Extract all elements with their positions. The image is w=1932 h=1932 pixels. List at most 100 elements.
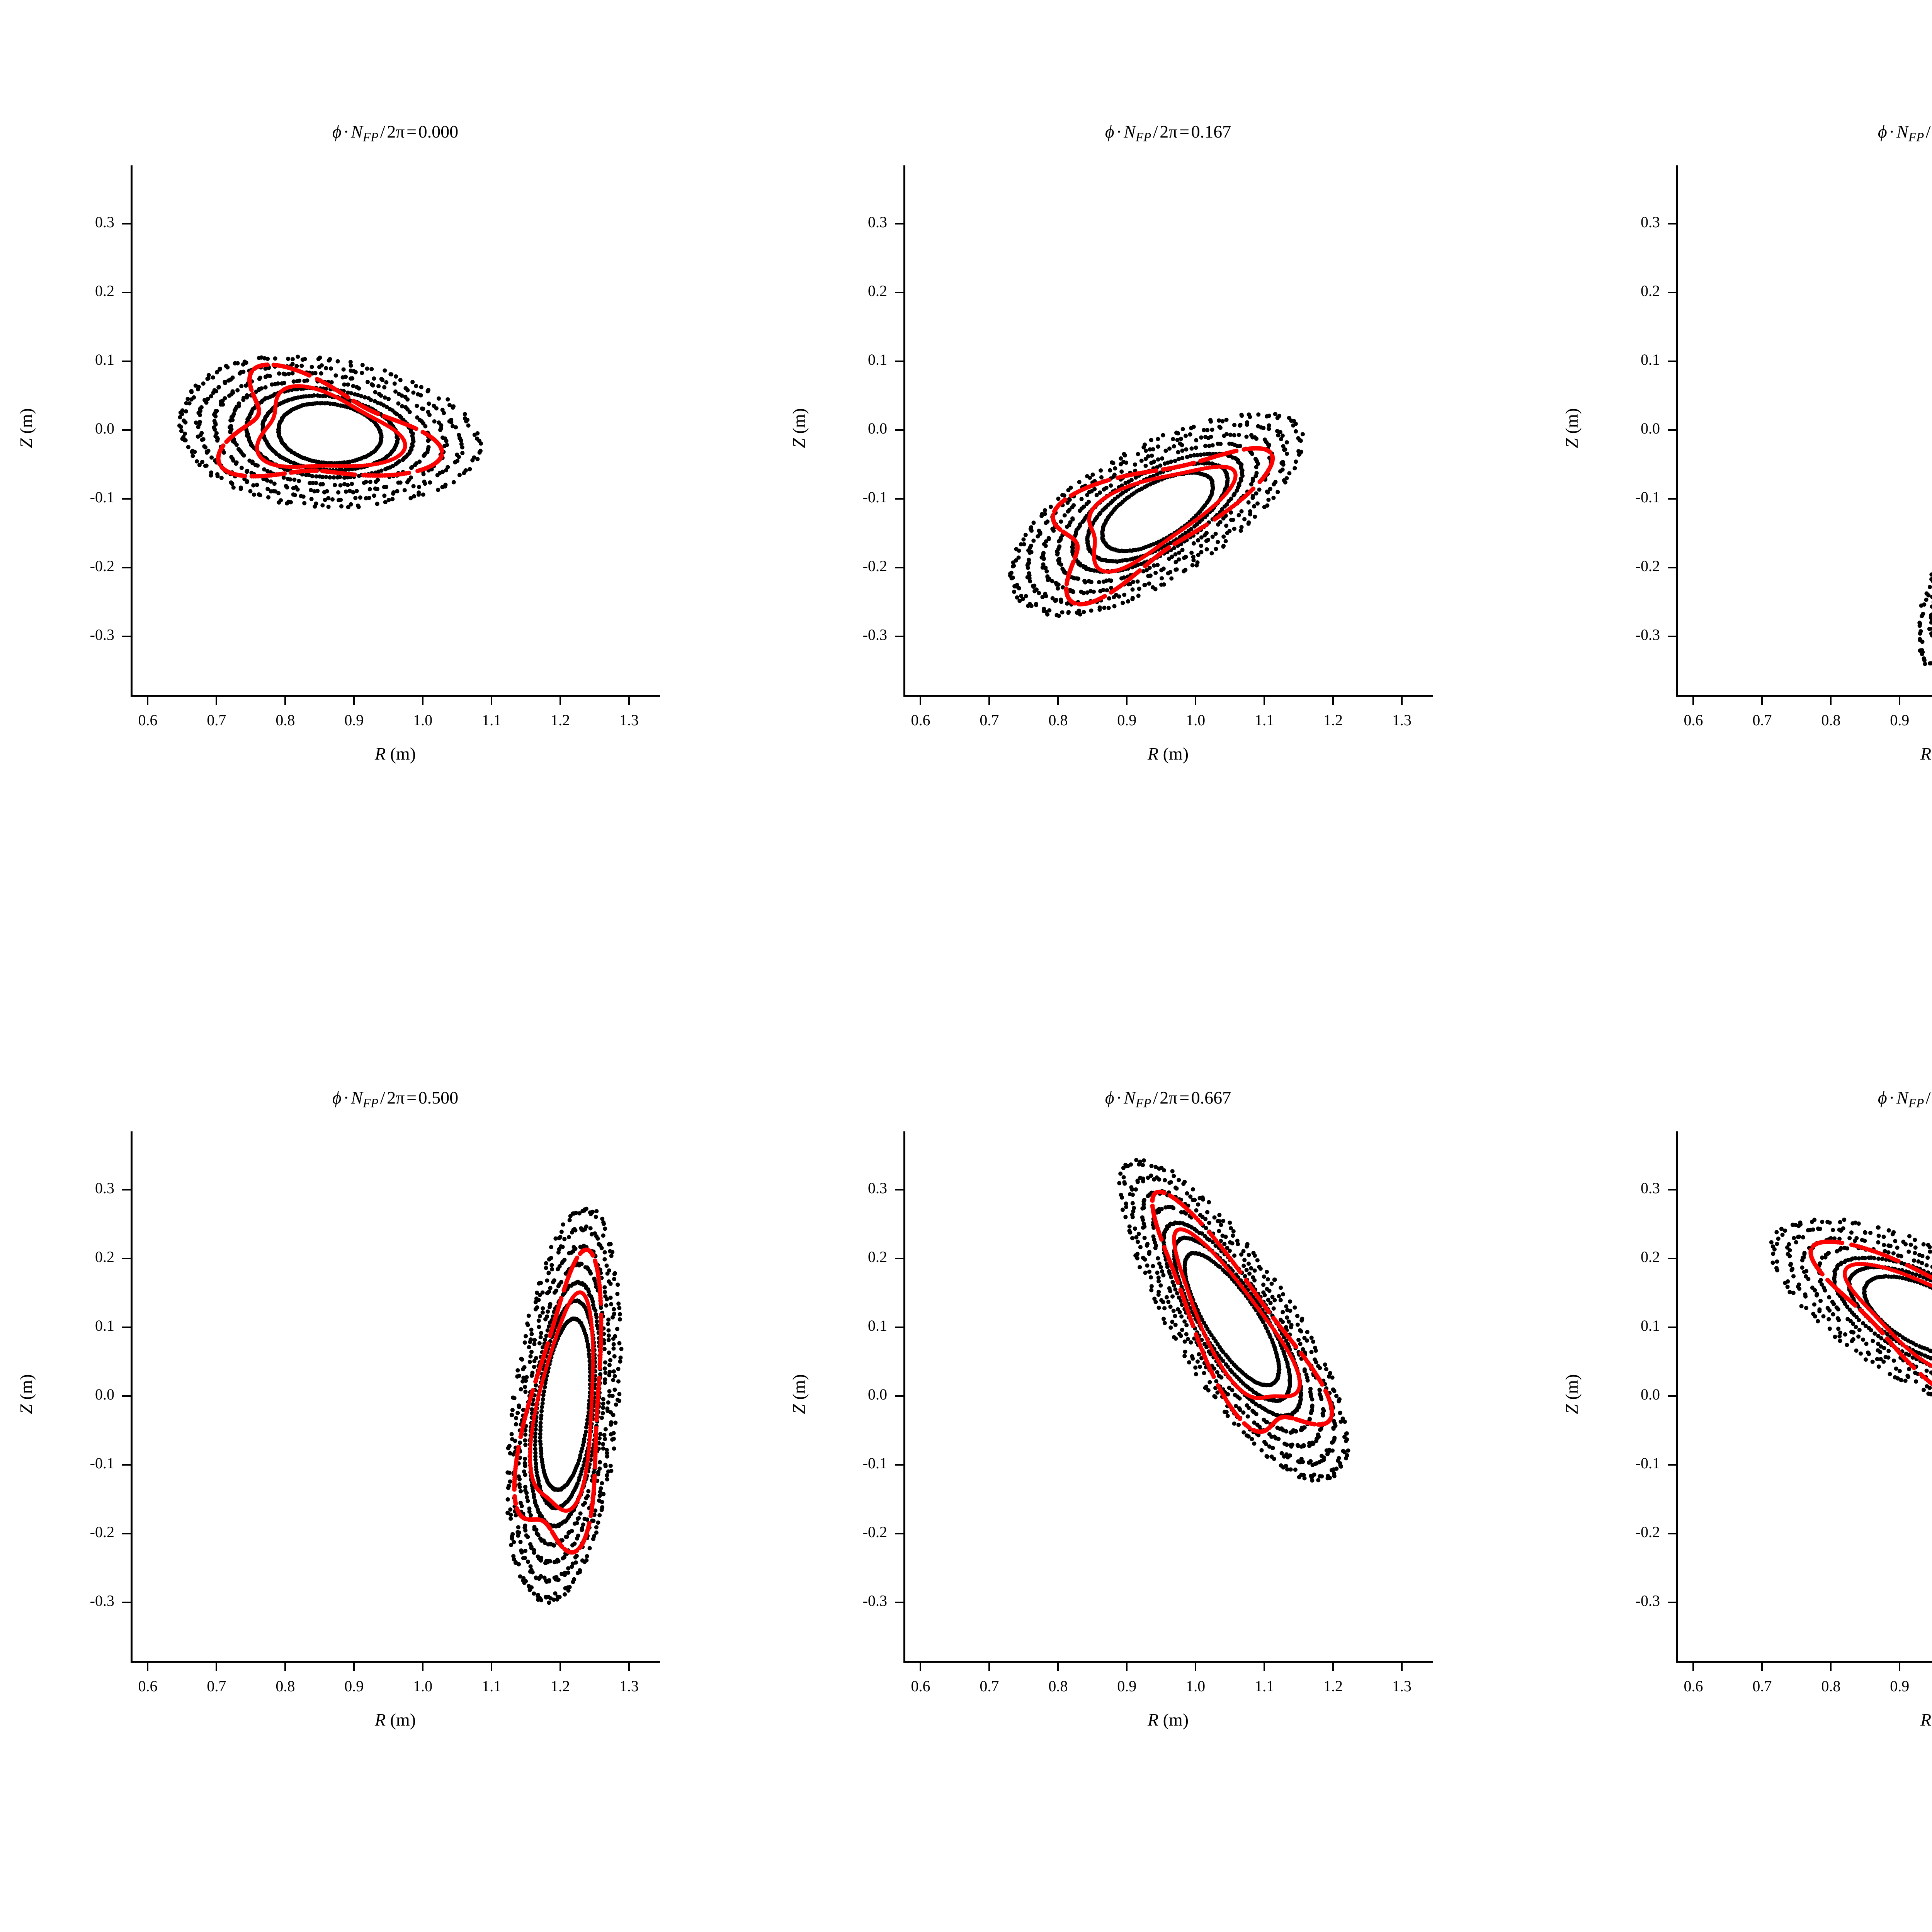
y-tick-label-1-3: 0.0 (868, 420, 887, 437)
y-axis-label-5: Z (m) (1562, 1374, 1582, 1414)
y-tick-5-6 (1668, 1601, 1676, 1603)
x-axis-label-2: R (m) (1920, 744, 1932, 764)
y-tick-label-5-0: 0.3 (1641, 1179, 1660, 1197)
y-tick-label-5-4: -0.1 (1635, 1454, 1660, 1472)
x-tick-3-6 (560, 1662, 561, 1671)
x-tick-1-7 (1401, 696, 1403, 705)
y-tick-2-6 (1668, 635, 1676, 637)
y-tick-2-4 (1668, 498, 1676, 500)
y-tick-4-5 (895, 1532, 903, 1534)
x-axis-spine-3 (131, 1661, 660, 1663)
y-tick-label-2-3: 0.0 (1641, 420, 1660, 437)
x-axis-label-4: R (m) (1147, 1710, 1189, 1730)
x-tick-4-4 (1195, 1662, 1197, 1671)
y-tick-label-1-2: 0.1 (868, 351, 887, 369)
x-tick-0-0 (147, 696, 149, 705)
x-tick-4-6 (1332, 1662, 1334, 1671)
y-tick-label-2-1: 0.2 (1641, 282, 1660, 300)
x-tick-4-5 (1264, 1662, 1265, 1671)
x-tick-1-5 (1264, 696, 1265, 705)
poincare-panel-0: ϕ·NFP/2π=0.000 0.3 0.2 0.1 0.0 -0.1 -0.2 -0.3 0.… (15, 123, 706, 815)
plot-area-3: 0.3 0.2 0.1 0.0 -0.1 -0.2 -0.3 0.6 0.7 0.8 0.9 1.0 1… (16, 1131, 660, 1729)
y-tick-label-4-2: 0.1 (868, 1317, 887, 1335)
x-tick-3-0 (147, 1662, 149, 1671)
red-surface-points-4 (1150, 1189, 1334, 1434)
y-tick-label-3-5: -0.2 (90, 1523, 114, 1541)
x-tick-label-1-6: 1.2 (1323, 711, 1343, 729)
y-tick-label-3-4: -0.1 (90, 1454, 114, 1472)
y-tick-label-1-1: 0.2 (868, 282, 887, 300)
x-axis-spine-5 (1676, 1661, 1932, 1663)
x-tick-label-1-0: 0.6 (911, 711, 930, 729)
panel-title-1: ϕ·NFP/2π=0.167 (1105, 122, 1231, 145)
y-tick-1-2 (895, 361, 903, 362)
y-tick-label-1-6: -0.3 (862, 626, 887, 643)
x-tick-label-4-4: 1.0 (1186, 1677, 1206, 1695)
x-tick-5-3 (1899, 1662, 1901, 1671)
black-surface-points-5 (1769, 1218, 1932, 1396)
x-tick-label-1-1: 0.7 (980, 711, 999, 729)
x-tick-label-1-3: 0.9 (1117, 711, 1137, 729)
x-tick-label-0-7: 1.3 (619, 711, 639, 729)
y-tick-2-3 (1668, 429, 1676, 431)
y-tick-label-2-4: -0.1 (1635, 488, 1660, 506)
y-tick-4-0 (895, 1189, 903, 1191)
x-tick-label-4-3: 0.9 (1117, 1677, 1137, 1695)
y-tick-label-0-0: 0.3 (95, 213, 114, 231)
x-tick-label-2-4: 1.0 (1930, 713, 1932, 728)
y-tick-label-1-5: -0.2 (862, 557, 887, 575)
x-tick-0-2 (284, 696, 286, 705)
y-tick-label-4-3: 0.0 (868, 1386, 887, 1403)
y-tick-5-1 (1668, 1258, 1676, 1260)
y-tick-5-2 (1668, 1327, 1676, 1328)
y-tick-3-5 (122, 1532, 131, 1534)
x-tick-label-5-3: 0.9 (1890, 1677, 1910, 1695)
x-tick-3-1 (216, 1662, 218, 1671)
x-tick-label-0-3: 0.9 (344, 711, 364, 729)
x-tick-label-3-1: 0.7 (207, 1677, 226, 1695)
x-tick-label-4-0: 0.6 (911, 1677, 930, 1695)
x-axis-spine-0 (131, 695, 660, 697)
y-tick-1-5 (895, 566, 903, 568)
y-tick-label-0-1: 0.2 (95, 282, 114, 300)
y-tick-1-4 (895, 498, 903, 500)
panel-title-3: ϕ·NFP/2π=0.500 (332, 1088, 459, 1111)
poincare-scatter-0 (177, 354, 483, 509)
x-tick-2-0 (1692, 696, 1694, 705)
x-tick-label-4-7: 1.3 (1392, 1677, 1412, 1695)
y-tick-4-6 (895, 1601, 903, 1603)
y-axis-spine-4 (903, 1131, 905, 1662)
y-tick-label-1-0: 0.3 (868, 213, 887, 231)
poincare-panel-4: ϕ·NFP/2π=0.667 0.3 0.2 0.1 0.0 -0.1 -0.2 -0.3 0.… (787, 1089, 1479, 1781)
x-tick-5-2 (1830, 1662, 1832, 1671)
x-tick-label-4-2: 0.8 (1048, 1677, 1068, 1695)
x-tick-1-4 (1195, 696, 1197, 705)
poincare-panel-1: ϕ·NFP/2π=0.167 0.3 0.2 0.1 0.0 -0.1 -0.2 -0.3 0.… (787, 123, 1479, 815)
y-tick-label-0-2: 0.1 (95, 351, 114, 369)
y-tick-label-1-4: -0.1 (862, 488, 887, 506)
x-tick-label-5-0: 0.6 (1684, 1677, 1703, 1695)
y-tick-label-2-0: 0.3 (1641, 213, 1660, 231)
poincare-scatter-4 (1117, 1158, 1350, 1483)
y-axis-label-2: Z (m) (1562, 408, 1582, 448)
y-tick-label-0-3: 0.0 (95, 420, 114, 437)
x-axis-spine-4 (903, 1661, 1433, 1663)
y-tick-1-6 (895, 635, 903, 637)
x-tick-4-2 (1057, 1662, 1059, 1671)
panel-title-0: ϕ·NFP/2π=0.000 (332, 122, 459, 145)
x-tick-0-7 (628, 696, 630, 705)
x-tick-label-1-5: 1.1 (1255, 711, 1274, 729)
poincare-panel-3: ϕ·NFP/2π=0.500 0.3 0.2 0.1 0.0 -0.1 -0.2 -0.3 0.… (15, 1089, 706, 1781)
plot-area-5: 0.30.20.10.0-0.1-0.2-0.30.60.70.80.91.01… (1562, 1131, 1932, 1729)
y-tick-label-5-1: 0.2 (1641, 1248, 1660, 1266)
y-tick-label-0-4: -0.1 (90, 488, 114, 506)
plot-area-0: 0.3 0.2 0.1 0.0 -0.1 -0.2 -0.3 0.6 0.7 0.8 0.9 1.0 1… (16, 165, 660, 763)
x-tick-label-4-5: 1.1 (1255, 1677, 1274, 1695)
x-tick-label-3-0: 0.6 (138, 1677, 158, 1695)
y-tick-label-4-1: 0.2 (868, 1248, 887, 1266)
red-surface-points-3 (512, 1247, 604, 1555)
x-tick-0-4 (422, 696, 424, 705)
x-tick-label-1-7: 1.3 (1392, 711, 1412, 729)
x-tick-3-4 (422, 1662, 424, 1671)
y-axis-label-4: Z (m) (789, 1374, 809, 1414)
